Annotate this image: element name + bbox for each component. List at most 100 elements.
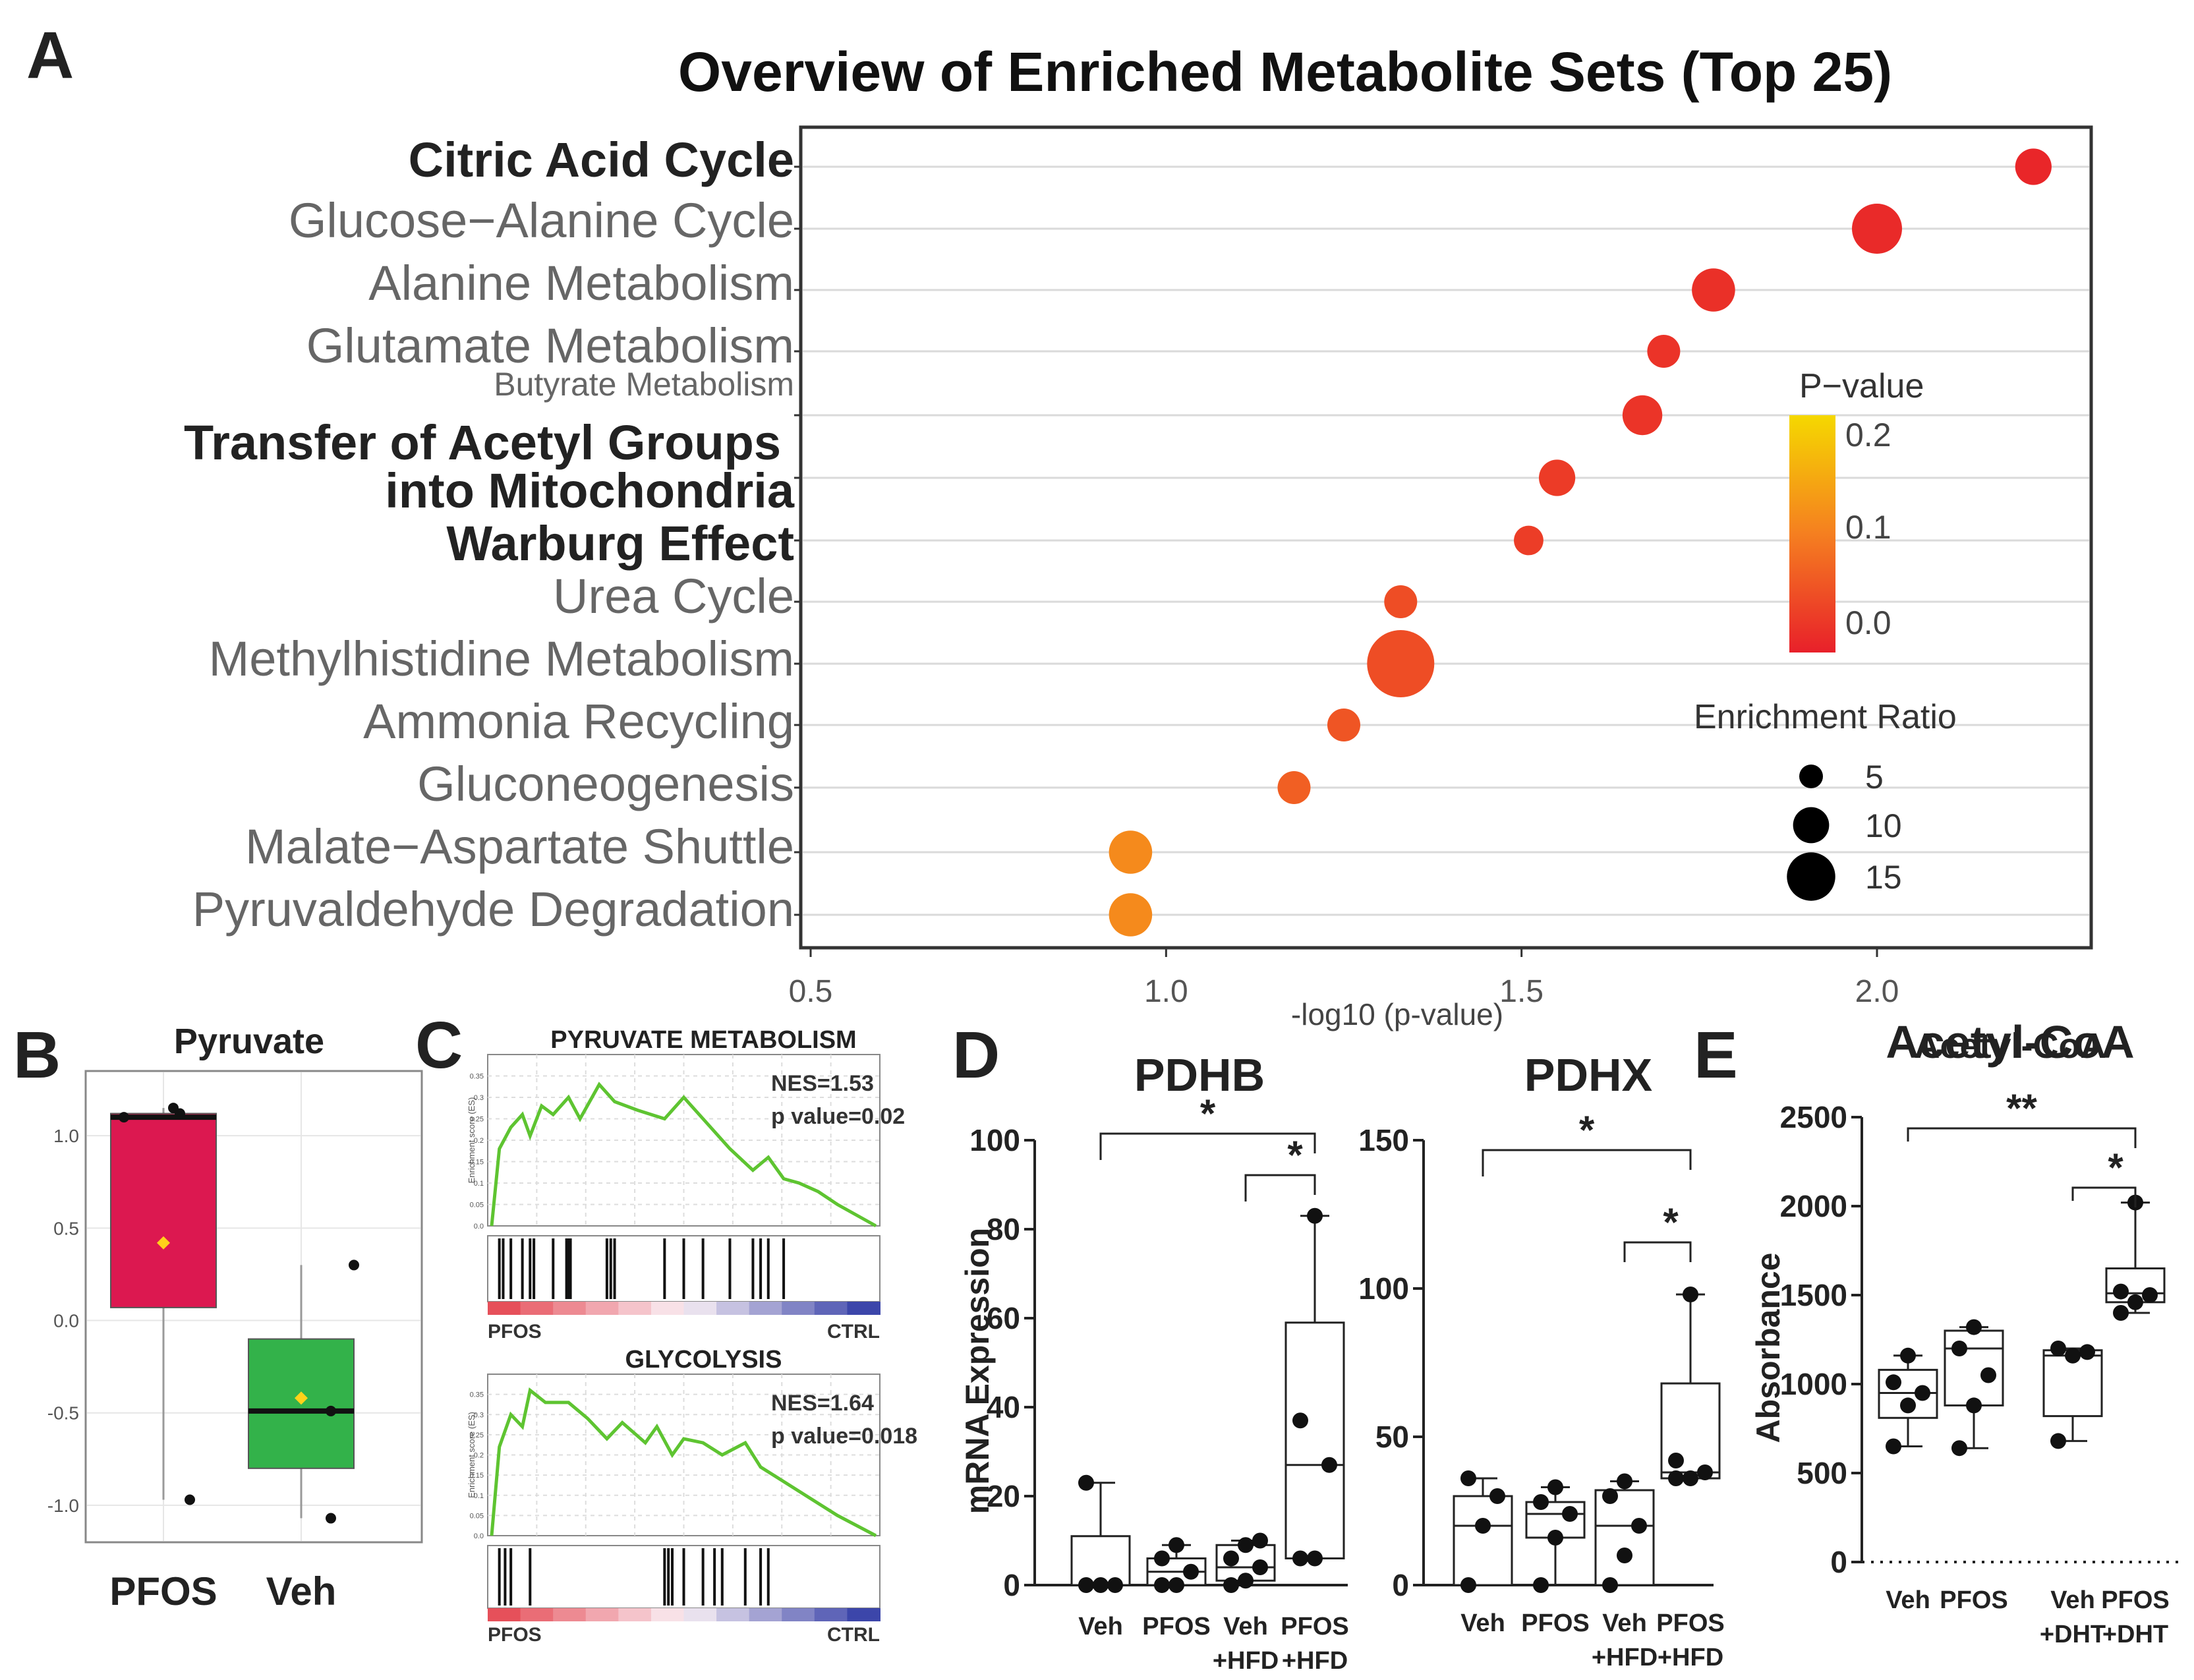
gsea-y-tick-label: 0.05 bbox=[470, 1202, 484, 1209]
gsea-y-label: Enrichment score (ES) bbox=[467, 1097, 476, 1184]
box-panel-title: Acetyl-CoA bbox=[1886, 1016, 2134, 1068]
box-panel-title: PDHX bbox=[1524, 1049, 1653, 1101]
x-category-label: +DHT bbox=[2040, 1621, 2106, 1648]
legend-size-dot bbox=[1787, 852, 1835, 901]
gsea-right-label: CTRL bbox=[827, 1321, 880, 1343]
data-point bbox=[1169, 1537, 1184, 1553]
x-category-label-b: PFOS bbox=[109, 1569, 217, 1613]
gsea-y-tick-label: 0.3 bbox=[474, 1094, 484, 1102]
gsea-y-tick-label: 0.15 bbox=[470, 1159, 484, 1167]
gsea-y-tick-label: 0.35 bbox=[470, 1073, 484, 1081]
data-point bbox=[1093, 1577, 1109, 1593]
gsea-rank-gradient bbox=[520, 1302, 554, 1315]
data-point-a bbox=[1539, 459, 1576, 496]
box-panel-title: PDHB bbox=[1134, 1049, 1265, 1101]
y-tick-label: 60 bbox=[987, 1301, 1020, 1335]
x-category-label: Veh bbox=[1602, 1609, 1647, 1637]
gsea-rank-gradient bbox=[553, 1608, 587, 1621]
data-point bbox=[1617, 1473, 1632, 1490]
panel-a-dotplot: Overview of Enriched Metabolite Sets (To… bbox=[184, 41, 2093, 1031]
y-tick-label: 40 bbox=[987, 1390, 1020, 1424]
data-point-a bbox=[1327, 709, 1360, 741]
data-point bbox=[2113, 1305, 2129, 1321]
data-point bbox=[1602, 1488, 1618, 1504]
panel-b-content: -1.0 -0.5 0.0 0.5 1.0 PFOS Veh bbox=[47, 1072, 420, 1613]
y-tick-label: 0 bbox=[1003, 1568, 1020, 1602]
data-point bbox=[1951, 1440, 1967, 1457]
data-point bbox=[1900, 1347, 1916, 1364]
category-label: Gluconeogenesis bbox=[417, 757, 794, 811]
data-point bbox=[1238, 1573, 1254, 1589]
data-point-a bbox=[1109, 830, 1153, 874]
legend-size-label: 10 bbox=[1865, 807, 1902, 844]
data-point bbox=[1668, 1453, 1684, 1468]
x-category-label: PFOS bbox=[1521, 1609, 1589, 1637]
gsea-y-tick-label: 0.25 bbox=[470, 1116, 484, 1124]
data-point bbox=[1617, 1548, 1632, 1563]
x-category-label: PFOS bbox=[2101, 1586, 2169, 1614]
data-point-a bbox=[1109, 893, 1153, 937]
data-point bbox=[2050, 1341, 2066, 1356]
data-point bbox=[1562, 1506, 1578, 1522]
x-tick-label-a: 2.0 bbox=[1855, 974, 1899, 1009]
box bbox=[1944, 1329, 2004, 1406]
significance-label: * bbox=[1287, 1133, 1303, 1177]
gsea-rank-gradient bbox=[618, 1302, 652, 1315]
x-category-label: PFOS bbox=[1656, 1609, 1724, 1637]
data-point bbox=[2113, 1283, 2129, 1300]
gsea-y-tick-label: 0.25 bbox=[470, 1432, 484, 1439]
data-point bbox=[1547, 1479, 1563, 1495]
gsea-pvalue: p value=0.018 bbox=[771, 1424, 917, 1449]
y-tick-label: 20 bbox=[987, 1479, 1020, 1513]
box bbox=[1594, 1489, 1655, 1586]
data-point-a bbox=[1622, 395, 1663, 436]
legend-enrichment-sizes: 5 10 15 bbox=[1787, 759, 1902, 901]
gsea-rank-gradient bbox=[749, 1608, 783, 1621]
data-point-a bbox=[1514, 525, 1544, 556]
data-point-b bbox=[175, 1108, 185, 1119]
category-label: Warburg Effect bbox=[446, 516, 794, 571]
x-category-label: Veh bbox=[1223, 1613, 1268, 1640]
panel-c-gsea: PYRUVATE METABOLISM 0.0 0.05 0.1 0.15 0.2 0.25… bbox=[467, 1026, 917, 1646]
x-category-label: +HFD bbox=[1213, 1647, 1279, 1675]
y-tick-label: 500 bbox=[1797, 1456, 1847, 1490]
category-label: Butyrate Metabolism bbox=[494, 366, 794, 403]
x-category-label: Veh bbox=[1078, 1613, 1123, 1640]
box bbox=[1285, 1321, 1345, 1559]
data-point bbox=[2079, 1344, 2095, 1360]
y-tick-label: 1000 bbox=[1780, 1367, 1847, 1401]
gsea-rank-gradient bbox=[618, 1608, 652, 1621]
data-point bbox=[2065, 1347, 2081, 1364]
gsea-rank-gradient bbox=[585, 1302, 620, 1315]
significance-label: * bbox=[1200, 1091, 1216, 1136]
y-tick-label-b: -0.5 bbox=[47, 1403, 79, 1424]
y-tick-label: 100 bbox=[1358, 1271, 1409, 1306]
y-tick-label: 150 bbox=[1358, 1123, 1409, 1157]
panel-d-y-label: mRNA Expression bbox=[959, 1228, 996, 1514]
category-label: Methylhistidine Metabolism bbox=[209, 631, 794, 686]
gsea-plot-pyruvate: PYRUVATE METABOLISM 0.0 0.05 0.1 0.15 0.2 0.25… bbox=[467, 1026, 905, 1343]
x-tick-label-a: 1.5 bbox=[1499, 974, 1544, 1009]
panel-a-category-labels: Citric Acid Cycle Glucose−Alanine Cycle Al… bbox=[184, 132, 801, 937]
y-tick-label: 100 bbox=[969, 1123, 1020, 1157]
data-point bbox=[1292, 1412, 1308, 1429]
x-category-label: +HFD bbox=[1658, 1644, 1723, 1671]
category-label: Pyruvaldehyde Degradation bbox=[192, 882, 794, 937]
gsea-nes: NES=1.64 bbox=[771, 1391, 874, 1416]
gsea-pvalue: p value=0.02 bbox=[771, 1104, 905, 1129]
data-point-b bbox=[326, 1405, 336, 1416]
panel-d-boxplots: mRNA Expression PDHB 0 20 40 60 80 100 * * Veh PFO… bbox=[959, 1049, 1725, 1675]
data-point bbox=[1683, 1470, 1698, 1486]
category-label: Transfer of Acetyl Groups bbox=[184, 415, 781, 470]
gsea-rank-gradient bbox=[683, 1608, 718, 1621]
gsea-rank-gradient bbox=[782, 1608, 815, 1621]
significance-bracket bbox=[1244, 1174, 1316, 1202]
data-point-a bbox=[1367, 630, 1435, 697]
gsea-rank-gradient bbox=[520, 1608, 554, 1621]
panel-letter-d: D bbox=[952, 1018, 1000, 1092]
gsea-left-label: PFOS bbox=[488, 1624, 542, 1646]
data-point-a bbox=[1692, 268, 1735, 312]
x-category-label: Veh bbox=[1460, 1609, 1505, 1637]
data-point bbox=[2127, 1294, 2143, 1310]
data-point bbox=[1292, 1550, 1308, 1567]
